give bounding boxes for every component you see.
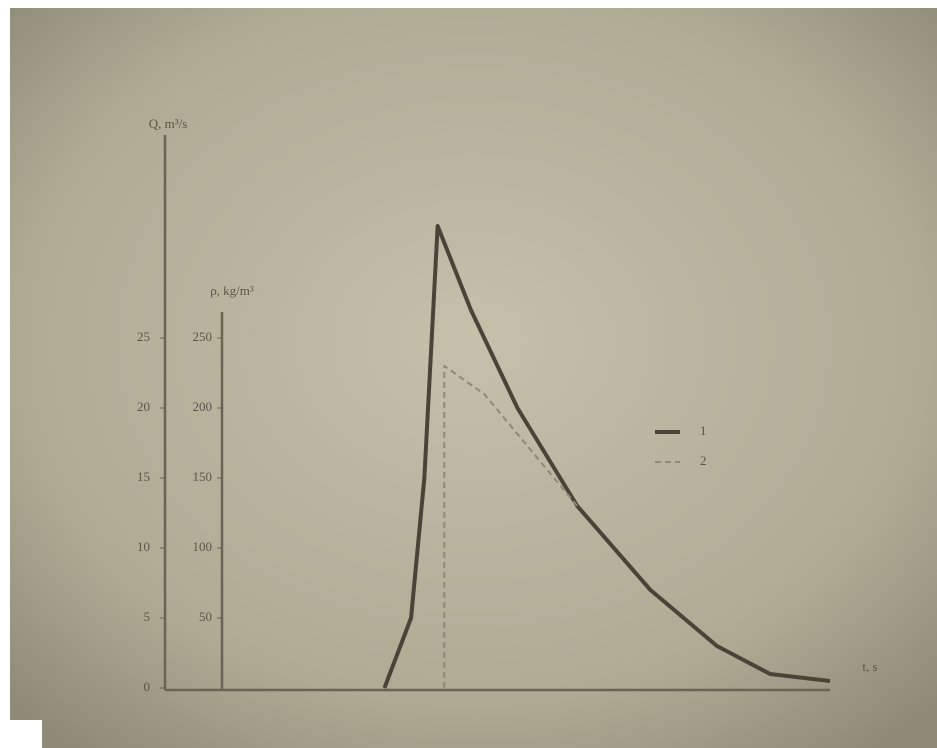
legend-label: 1	[700, 423, 707, 438]
y-tick-label: 5	[144, 609, 151, 624]
border	[0, 720, 42, 748]
y2-tick-label: 200	[193, 399, 213, 414]
y-tick-label: 15	[137, 469, 150, 484]
y2-tick-label: 250	[193, 329, 213, 344]
y-tick-label: 20	[137, 399, 150, 414]
y-tick-label: 25	[137, 329, 150, 344]
series-line	[382, 224, 831, 689]
series-line	[443, 365, 579, 688]
y-tick-label: 10	[137, 539, 150, 554]
y-tick-label: 0	[144, 679, 151, 694]
y2-tick-label: 100	[193, 539, 213, 554]
y2-tick-label: 50	[199, 609, 212, 624]
y2-axis-label: ρ, kg/m³	[210, 283, 254, 298]
legend-label: 2	[700, 453, 707, 468]
y-axis-label: Q, m³/s	[149, 116, 188, 131]
y2-tick-label: 150	[193, 469, 213, 484]
x-axis-label: t, s	[862, 659, 877, 674]
